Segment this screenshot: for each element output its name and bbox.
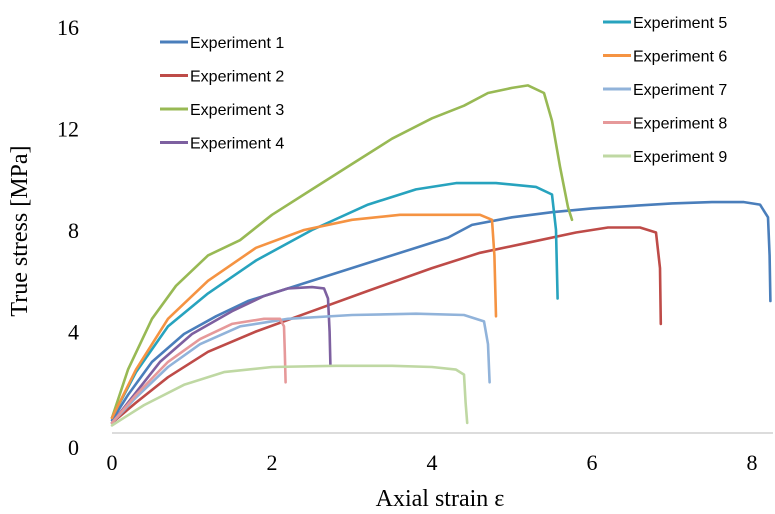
legend-item-experiment-3: Experiment 3 bbox=[160, 102, 284, 119]
series-line-experiment-9 bbox=[110, 364, 469, 427]
series-line-experiment-7 bbox=[110, 312, 491, 425]
x-axis-title: Axial strain ε bbox=[376, 486, 505, 512]
y-tick-label: 0 bbox=[68, 435, 79, 460]
legend-item-experiment-7: Experiment 7 bbox=[603, 82, 727, 99]
legend-label: Experiment 9 bbox=[633, 149, 727, 166]
series-line-experiment-3 bbox=[110, 84, 574, 420]
y-tick-label: 12 bbox=[57, 117, 79, 142]
legend-item-experiment-5: Experiment 5 bbox=[603, 15, 727, 32]
x-tick-label: 0 bbox=[107, 450, 118, 475]
series-line-experiment-1 bbox=[110, 200, 772, 422]
y-tick-label: 4 bbox=[68, 320, 79, 345]
series-line-experiment-2 bbox=[110, 226, 663, 425]
legend-label: Experiment 1 bbox=[190, 35, 284, 52]
legend-label: Experiment 7 bbox=[633, 82, 727, 99]
legend-label: Experiment 4 bbox=[190, 136, 284, 153]
y-tick-label: 16 bbox=[57, 15, 79, 40]
y-axis-title: True stress [MPa] bbox=[7, 145, 33, 316]
series-line-experiment-8 bbox=[110, 317, 287, 425]
legend: Experiment 1 Experiment 2 Experiment 3 Expe… bbox=[160, 15, 727, 166]
legend-label: Experiment 8 bbox=[633, 116, 727, 133]
x-tick-label: 2 bbox=[267, 450, 278, 475]
legend-label: Experiment 3 bbox=[190, 102, 284, 119]
legend-item-experiment-2: Experiment 2 bbox=[160, 69, 284, 86]
axes: 0 2 4 6 8 0 4 8 12 16 bbox=[57, 15, 773, 475]
legend-item-experiment-9: Experiment 9 bbox=[603, 149, 727, 166]
legend-item-experiment-6: Experiment 6 bbox=[603, 49, 727, 66]
legend-item-experiment-4: Experiment 4 bbox=[160, 136, 284, 153]
x-tick-label: 4 bbox=[427, 450, 438, 475]
legend-item-experiment-8: Experiment 8 bbox=[603, 116, 727, 133]
legend-item-experiment-1: Experiment 1 bbox=[160, 35, 284, 52]
legend-label: Experiment 2 bbox=[190, 69, 284, 86]
legend-label: Experiment 6 bbox=[633, 49, 727, 66]
series-line-experiment-5 bbox=[110, 181, 559, 420]
x-tick-label: 8 bbox=[747, 450, 758, 475]
series-layer bbox=[110, 84, 772, 427]
series-line-experiment-4 bbox=[110, 285, 332, 425]
x-tick-label: 6 bbox=[587, 450, 598, 475]
series-line-experiment-6 bbox=[110, 213, 498, 420]
y-tick-label: 8 bbox=[68, 218, 79, 243]
legend-label: Experiment 5 bbox=[633, 15, 727, 32]
